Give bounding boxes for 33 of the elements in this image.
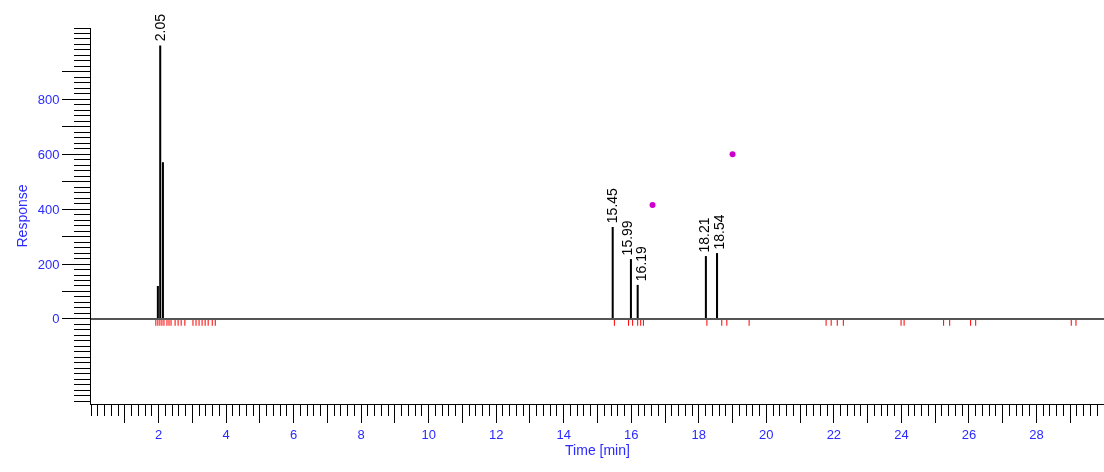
- x-tick-label: 2: [154, 426, 163, 442]
- bar: [716, 253, 719, 319]
- x-tick-label: 6: [289, 426, 298, 442]
- x-tick-label: 24: [894, 426, 909, 442]
- x-tick-label: 22: [826, 426, 842, 442]
- y-tick-label: 200: [37, 256, 60, 272]
- annotation: 18.21: [696, 217, 713, 253]
- annotation: 15.45: [604, 187, 621, 224]
- x-tick-label: 20: [759, 426, 774, 442]
- annotation: 15.99: [619, 220, 636, 256]
- x-tick-label: 28: [1029, 426, 1044, 442]
- bar: [636, 284, 639, 319]
- x-tick-label: 12: [488, 426, 504, 442]
- y-tick-label: 800: [37, 91, 60, 107]
- x-tick-label: 18: [691, 426, 707, 442]
- x-axis-title: Time [min]: [565, 441, 630, 458]
- x-tick-label: 4: [222, 426, 230, 442]
- x-tick-label: 16: [624, 426, 639, 442]
- annotation: 2.05: [152, 13, 169, 42]
- x-tick-label: 10: [421, 426, 436, 442]
- bar: [629, 259, 632, 319]
- y-tick-label: 400: [37, 201, 60, 217]
- bar: [159, 45, 162, 319]
- annotation: 16.19: [633, 245, 650, 282]
- x-tick-label: 26: [961, 426, 977, 442]
- annotation: 18.54: [711, 214, 728, 250]
- x-tick-label: 8: [357, 426, 365, 442]
- bar: [611, 226, 614, 319]
- bar: [704, 256, 707, 319]
- x-tick-label: 14: [556, 426, 571, 442]
- y-tick-label: 0: [52, 311, 60, 327]
- y-tick-label: 600: [37, 146, 60, 162]
- y-axis-title: Response: [14, 184, 31, 248]
